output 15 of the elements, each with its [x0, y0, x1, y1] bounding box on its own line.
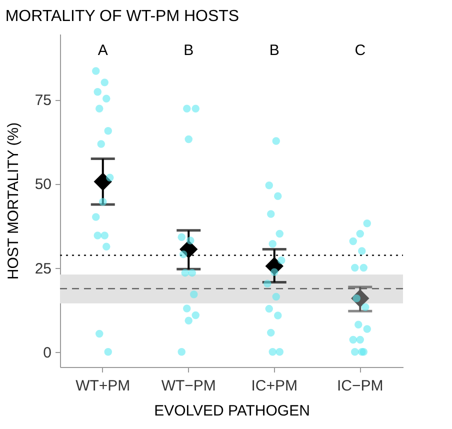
x-tick-label: IC+PM	[251, 378, 298, 394]
x-tick-label: WT−PM	[161, 378, 216, 394]
annotation: A	[98, 42, 108, 59]
y-tick-label: 50	[34, 176, 52, 194]
x-tick-label: WT+PM	[76, 378, 130, 394]
y-tick-label: 75	[34, 92, 52, 110]
annotation: C	[354, 42, 366, 59]
x-tick-label: IC−PM	[336, 378, 384, 394]
annotation: B	[269, 42, 280, 59]
x-axis-title: EVOLVED PATHOGEN	[154, 402, 310, 420]
chart-title: MORTALITY OF WT-PM HOSTS	[5, 8, 240, 25]
annotation: B	[184, 42, 194, 59]
y-tick-label: 25	[34, 260, 52, 278]
y-axis-title: HOST MORTALITY (%)	[4, 122, 22, 280]
y-tick-label: 0	[43, 344, 52, 362]
